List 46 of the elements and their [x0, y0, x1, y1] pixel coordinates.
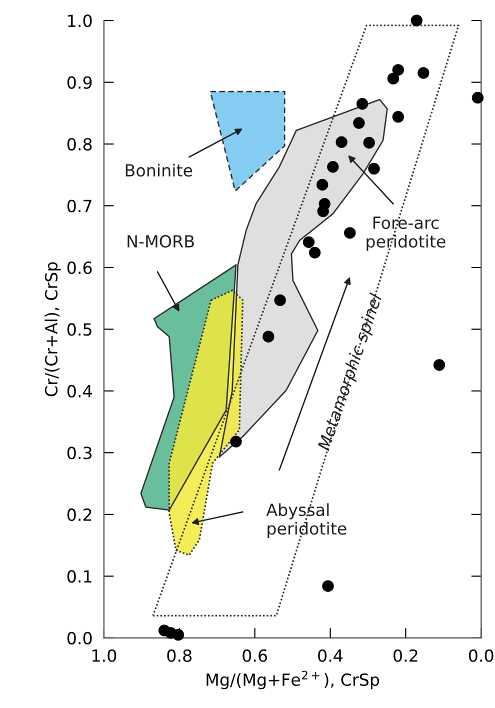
y-tick-label: 0.5: [67, 323, 92, 336]
x-tick-label: 0.6: [242, 649, 268, 662]
point: [418, 67, 430, 79]
annotation: Abyssal peridotite: [266, 503, 346, 538]
point: [410, 14, 422, 26]
x-tick-label: 0.4: [318, 649, 343, 662]
y-tick-label: 0.4: [67, 384, 92, 398]
y-tick-label: 0.7: [67, 200, 92, 212]
point: [262, 330, 274, 342]
y-tick-label: 0.9: [67, 76, 92, 89]
y-tick-label: 0.0: [67, 632, 92, 644]
y-tick-label: 1.0: [68, 14, 92, 28]
point: [392, 111, 404, 123]
point: [433, 359, 446, 371]
x-tick-label: 0.0: [468, 649, 494, 662]
y-tick-label: 0.6: [67, 261, 92, 274]
x-tick-label: 0.2: [394, 649, 418, 662]
point: [302, 236, 315, 248]
annotation: N-MORB: [128, 235, 194, 248]
point: [363, 136, 375, 149]
point: [172, 628, 184, 641]
point: [230, 436, 242, 448]
y-tick-label: 0.1: [67, 570, 92, 583]
point: [353, 117, 365, 129]
y-tick-label: 0.3: [67, 446, 92, 460]
point: [308, 246, 321, 259]
y-tick-label: 0.2: [67, 508, 92, 521]
x-tick-label: 1.0: [92, 649, 116, 662]
point: [274, 294, 286, 306]
x-tick-label: 0.8: [167, 649, 192, 662]
point: [368, 162, 380, 175]
point: [327, 161, 339, 173]
point: [472, 92, 484, 104]
point: [356, 98, 368, 110]
point: [316, 178, 328, 191]
y-tick-label: 0.8: [67, 138, 92, 151]
x-axis-title: Mg/(Mg+Fe$^{2+}$), CrSp: [206, 670, 380, 690]
point: [344, 227, 356, 239]
annotation: Boninite: [126, 164, 192, 177]
point: [336, 136, 348, 148]
point: [322, 580, 334, 592]
annotation: Fore-arc peridotite: [366, 216, 446, 251]
y-axis-title: Cr/(Cr+Al), CrSp: [44, 262, 61, 396]
point: [317, 205, 329, 218]
point: [387, 72, 400, 84]
point: [392, 64, 404, 76]
